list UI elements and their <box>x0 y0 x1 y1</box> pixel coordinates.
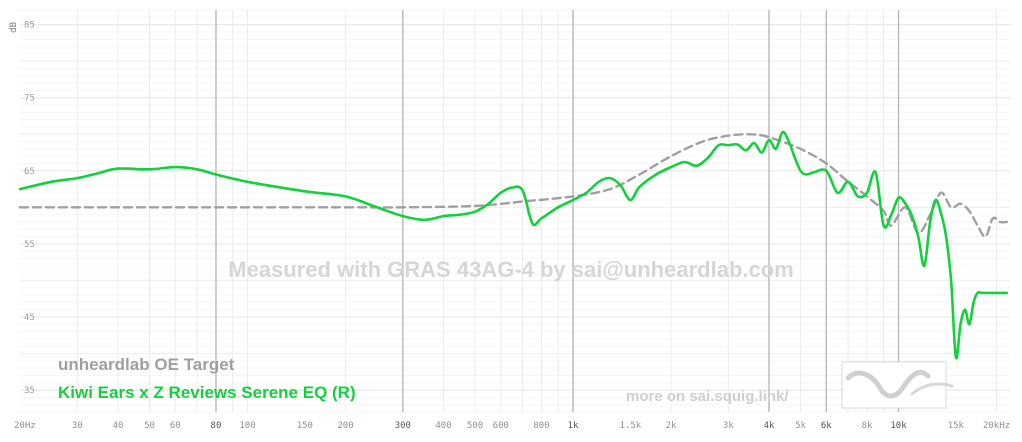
x-tick-label: 20kHz <box>983 421 1010 431</box>
x-tick-label: 4k <box>764 421 775 431</box>
x-tick-label: 150 <box>297 421 313 431</box>
measurement-curve <box>18 130 1009 360</box>
x-tick-label: 15k <box>948 421 965 431</box>
x-tick-label: 3k <box>723 421 734 431</box>
legend-measurement-label: Kiwi Ears x Z Reviews Serene EQ (R) <box>58 383 356 402</box>
x-tick-label: 80 <box>211 421 222 431</box>
x-tick-label: 10k <box>890 421 907 431</box>
measurement-watermark: Measured with GRAS 43AG-4 by sai@unheard… <box>228 257 793 282</box>
y-tick-label: 35 <box>24 386 35 396</box>
y-tick-label: 65 <box>24 167 35 177</box>
x-tick-label: 1k <box>568 421 579 431</box>
x-tick-label: 100 <box>239 421 255 431</box>
y-axis-label: dB <box>9 22 19 33</box>
x-tick-label: 8k <box>862 421 873 431</box>
y-axis-ticks: 35 45 55 65 75 85 <box>24 21 35 396</box>
x-tick-label: 6k <box>821 421 832 431</box>
x-tick-label: 1.5k <box>620 421 642 431</box>
x-tick-label: 800 <box>533 421 549 431</box>
x-tick-label: 40 <box>113 421 124 431</box>
curves <box>18 130 1009 360</box>
squig-logo[interactable] <box>841 361 954 409</box>
grid <box>20 9 1010 413</box>
x-tick-label: 200 <box>337 421 353 431</box>
x-tick-label: 50 <box>144 421 155 431</box>
x-tick-label: 300 <box>395 421 411 431</box>
more-on-link[interactable]: more on sai.squig.link/ <box>626 388 789 405</box>
target-curve <box>18 133 1008 238</box>
x-tick-label: 400 <box>435 421 451 431</box>
x-axis-ticks: 20Hz 30 40 50 60 80 100 150 200 300 400 500 600 800 1k… <box>14 421 1010 431</box>
x-tick-label: 20Hz <box>14 421 36 431</box>
x-tick-label: 600 <box>493 421 509 431</box>
y-tick-label: 75 <box>24 94 35 104</box>
x-tick-label: 2k <box>666 421 677 431</box>
x-tick-label: 500 <box>467 421 483 431</box>
x-tick-label: 60 <box>170 421 181 431</box>
legend-target-label: unheardlab OE Target <box>58 355 235 374</box>
y-tick-label: 55 <box>24 240 35 250</box>
x-tick-label: 5k <box>795 421 806 431</box>
x-tick-label: 30 <box>72 421 83 431</box>
y-tick-label: 45 <box>24 313 35 323</box>
y-tick-label: 85 <box>24 21 35 31</box>
